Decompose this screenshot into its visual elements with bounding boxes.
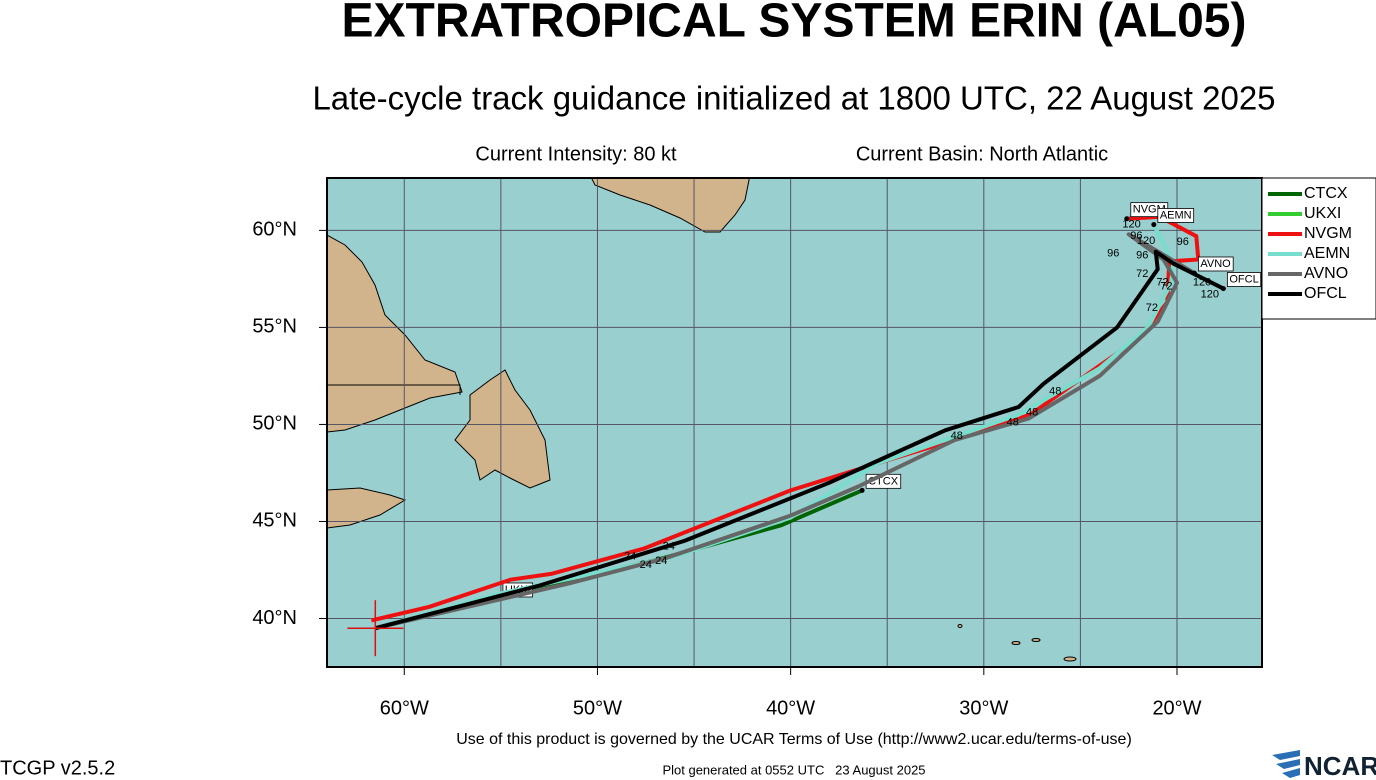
track-label-box (1157, 208, 1195, 223)
hour-label: 120 (1137, 235, 1155, 247)
x-tick-label: 20°W (1152, 697, 1201, 719)
legend-label: UKXI (1304, 205, 1341, 222)
hour-label: 120 (1201, 288, 1219, 300)
hour-label: 48 (1049, 385, 1061, 397)
y-tick-label: 55°N (252, 316, 297, 338)
labrador (327, 234, 463, 433)
track-end (1220, 286, 1226, 292)
hour-label: 96 (1130, 230, 1142, 242)
legend-label: CTCX (1304, 185, 1348, 202)
chart-subtitle: Late-cycle track guidance initialized at… (312, 80, 1275, 117)
legend-label: NVGM (1304, 225, 1352, 242)
track-end (859, 487, 865, 493)
legend-label: AVNO (1304, 265, 1348, 282)
hour-label: 72 (1156, 277, 1168, 289)
border (327, 384, 461, 395)
island (1063, 656, 1077, 662)
hour-label: 24 (663, 541, 675, 553)
track-end (1124, 216, 1130, 222)
nova-scotia (327, 487, 407, 529)
track-label: AEMN (1160, 209, 1192, 221)
hour-label: 72 (1146, 302, 1158, 314)
legend-label: AEMN (1304, 245, 1350, 262)
hour-label: 48 (1007, 416, 1019, 428)
track-label-box (1197, 256, 1234, 272)
hour-label: 120 (1122, 218, 1140, 230)
track-label: AVNO (1200, 258, 1231, 270)
track-label: OFCL (1229, 274, 1258, 286)
island (1031, 638, 1041, 642)
hour-label: 72 (1160, 281, 1172, 293)
hour-label: 96 (1136, 250, 1148, 262)
generated: Plot generated at 0552 UTC 23 August 202… (662, 762, 925, 777)
track-end (1151, 222, 1157, 228)
x-tick-label: 60°W (380, 697, 429, 719)
hour-label: 120 (1193, 277, 1211, 289)
island (957, 624, 963, 628)
island (1011, 641, 1021, 645)
hour-label: 48 (1026, 407, 1038, 419)
version: TCGP v2.5.2 (0, 757, 115, 779)
legend-entries: CTCX UKXI NVGM AEMN AVNO OFCL (1268, 185, 1352, 302)
x-tick-label: 30°W (959, 697, 1008, 719)
hour-label: 48 (951, 430, 963, 442)
track-line (374, 232, 1196, 631)
hour-label: 96 (1107, 248, 1119, 260)
chart-title: EXTRATROPICAL SYSTEM ERIN (AL05) (342, 0, 1247, 48)
land (327, 178, 1077, 662)
track-line (374, 249, 1225, 631)
logo-mark (1272, 750, 1300, 778)
x-tick-label: 40°W (766, 697, 815, 719)
map-frame (326, 177, 1263, 668)
x-tick-label: 50°W (573, 697, 622, 719)
hour-label: 24 (624, 550, 636, 562)
track-line (370, 214, 1201, 623)
legend-label: OFCL (1304, 285, 1347, 302)
greenland (590, 178, 750, 233)
y-tick-label: 45°N (252, 510, 297, 532)
hour-label: 96 (1177, 236, 1189, 248)
y-tick-label: 60°N (252, 219, 297, 241)
hour-label: 24 (655, 555, 667, 567)
hour-label: 24 (640, 559, 652, 571)
intensity: Current Intensity: 80 kt (475, 143, 677, 165)
track-label-box (1226, 272, 1262, 287)
basin: Current Basin: North Atlantic (856, 143, 1108, 165)
grid: 60°W 50°W 40°W 30°W 20°W 40°N 45°N 50°N 55°N 60°N (252, 178, 1262, 719)
hour-label: 72 (1136, 268, 1148, 280)
y-tick-label: 50°N (252, 413, 297, 435)
newfoundland (454, 369, 551, 489)
y-tick-label: 40°N (252, 607, 297, 629)
logo: NCAR (1304, 751, 1376, 780)
terms: Use of this product is governed by the U… (456, 731, 1132, 748)
